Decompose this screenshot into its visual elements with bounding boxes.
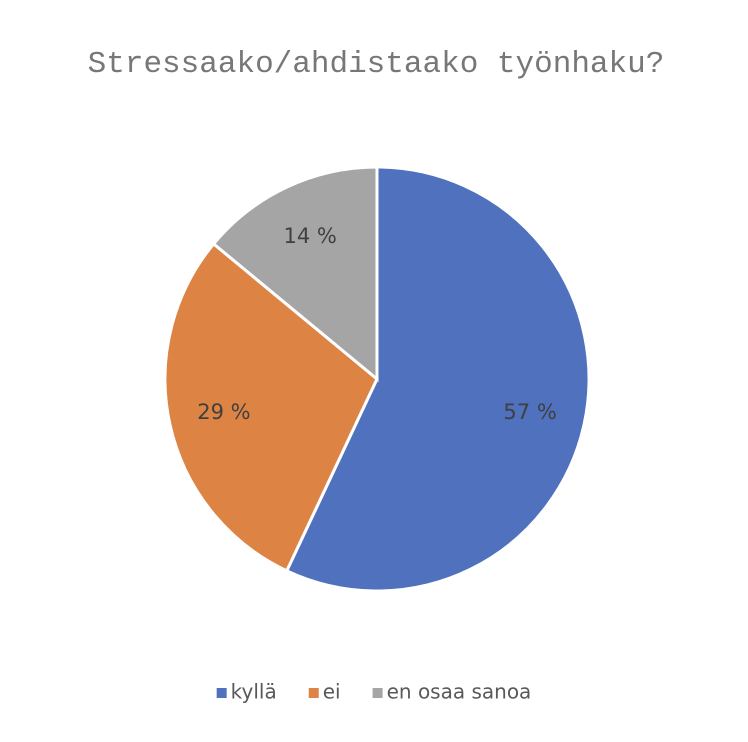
data-label: 14 %: [284, 224, 337, 248]
legend-label: ei: [323, 680, 341, 704]
pie-slice: [211, 165, 379, 383]
legend-swatch: [308, 688, 319, 698]
chart-title: Stressaako/ahdistaako työnhaku?: [88, 47, 665, 82]
legend-label: kyllä: [231, 680, 277, 704]
legend-label: en osaa sanoa: [387, 680, 532, 704]
pie-slice: [284, 165, 591, 593]
legend-swatch: [216, 688, 227, 698]
data-label: 57 %: [503, 400, 556, 424]
legend: kyllä ei en osaa sanoa: [216, 680, 532, 704]
data-label: 29 %: [197, 400, 250, 424]
pie-slice: [163, 241, 379, 573]
legend-swatch: [372, 688, 383, 698]
